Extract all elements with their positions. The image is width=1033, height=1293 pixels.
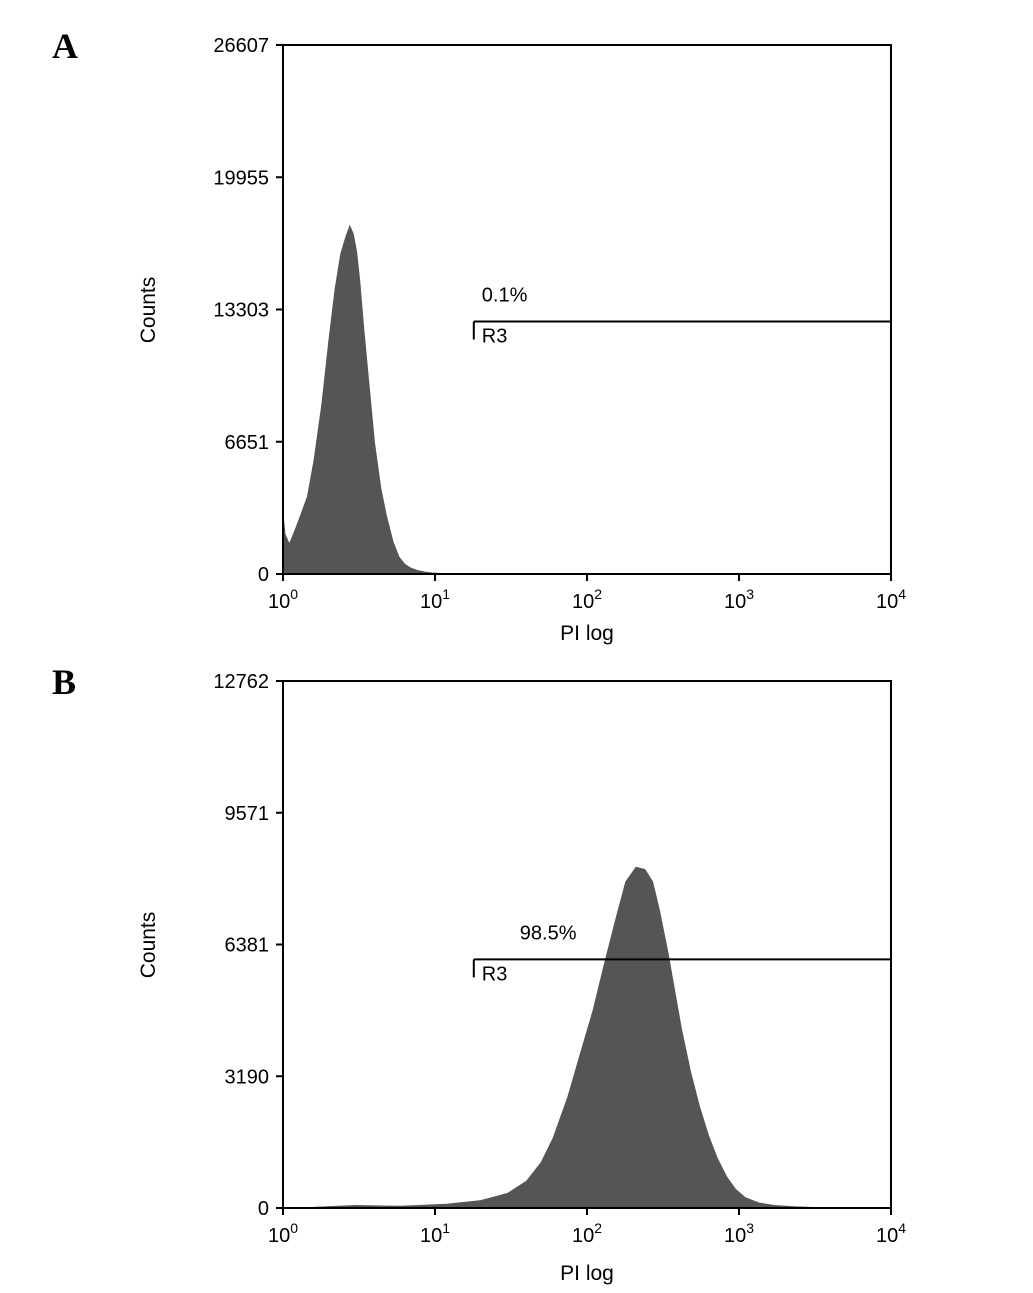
x-tick-label: 103 xyxy=(724,1220,754,1247)
x-tick-label: 104 xyxy=(876,1220,906,1247)
y-tick-label: 6381 xyxy=(225,935,270,957)
gate-percent: 0.1% xyxy=(482,284,528,306)
x-tick-exponent: 3 xyxy=(746,1220,754,1236)
x-tick-base: 10 xyxy=(876,1225,898,1247)
x-tick-base: 10 xyxy=(268,1225,290,1247)
x-tick-label: 101 xyxy=(420,1220,450,1247)
x-tick-label: 103 xyxy=(724,586,754,613)
x-tick-base: 10 xyxy=(420,1225,442,1247)
x-axis-label: PI log xyxy=(560,1262,614,1285)
x-tick-label: 101 xyxy=(420,586,450,613)
y-tick-label: 19955 xyxy=(213,167,269,189)
panel-label: A xyxy=(52,26,78,66)
x-tick-exponent: 3 xyxy=(746,586,754,602)
x-tick-base: 10 xyxy=(420,591,442,613)
x-tick-label: 100 xyxy=(268,586,298,613)
x-tick-label: 104 xyxy=(876,586,906,613)
panel-label: B xyxy=(52,662,76,702)
y-tick-label: 26607 xyxy=(213,35,269,57)
y-tick-label: 9571 xyxy=(225,803,270,825)
y-tick-label: 3190 xyxy=(225,1066,270,1088)
x-tick-exponent: 1 xyxy=(442,1220,450,1236)
x-tick-exponent: 2 xyxy=(594,586,602,602)
x-tick-exponent: 4 xyxy=(898,586,906,602)
x-tick-label: 100 xyxy=(268,1220,298,1247)
y-axis-label: Counts xyxy=(137,277,160,344)
x-tick-label: 102 xyxy=(572,586,602,613)
x-tick-exponent: 0 xyxy=(290,586,298,602)
x-tick-base: 10 xyxy=(876,591,898,613)
x-tick-exponent: 0 xyxy=(290,1220,298,1236)
gate-name: R3 xyxy=(482,325,508,347)
y-axis-label: Counts xyxy=(137,912,160,979)
x-tick-exponent: 2 xyxy=(594,1220,602,1236)
y-tick-label: 0 xyxy=(258,564,269,586)
x-tick-base: 10 xyxy=(572,591,594,613)
x-tick-base: 10 xyxy=(572,1225,594,1247)
gate-name: R3 xyxy=(482,963,508,985)
x-tick-base: 10 xyxy=(724,591,746,613)
x-tick-base: 10 xyxy=(268,591,290,613)
x-tick-exponent: 4 xyxy=(898,1220,906,1236)
x-tick-base: 10 xyxy=(724,1225,746,1247)
y-tick-label: 13303 xyxy=(213,300,269,322)
x-tick-exponent: 1 xyxy=(442,586,450,602)
y-tick-label: 12762 xyxy=(213,671,269,693)
histogram-area xyxy=(313,866,817,1209)
histogram-area xyxy=(282,224,449,575)
y-tick-label: 6651 xyxy=(225,432,270,454)
x-axis-label: PI log xyxy=(560,622,614,645)
gate-percent: 98.5% xyxy=(520,922,577,944)
y-tick-label: 0 xyxy=(258,1198,269,1220)
x-tick-label: 102 xyxy=(572,1220,602,1247)
